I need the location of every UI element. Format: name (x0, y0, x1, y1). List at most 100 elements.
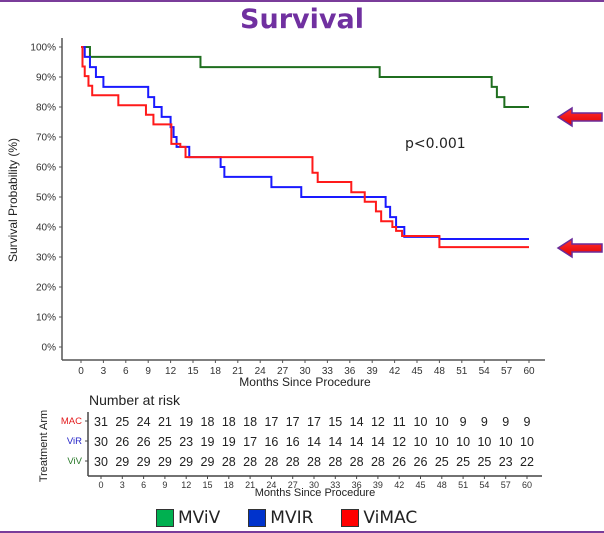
risk-cell: 18 (243, 415, 257, 429)
risk-cell: 31 (94, 415, 108, 429)
y-tick-label: 60% (36, 163, 56, 174)
risk-cell: 30 (94, 435, 108, 449)
legend-swatch-mviv (156, 509, 174, 527)
x-tick-label: 36 (344, 366, 356, 377)
risk-x-tick-label: 30 (309, 480, 319, 490)
risk-row-viv: ViV 30 29 29 29 29 29 28 28 28 28 28 28 28 28 26 26 25 25 2… (67, 455, 534, 469)
risk-cell: 10 (435, 415, 449, 429)
risk-x-tick-label: 48 (437, 480, 447, 490)
legend-label-mvir: MVIR (270, 508, 314, 528)
x-tick-label: 21 (232, 366, 244, 377)
x-tick-label: 42 (389, 366, 401, 377)
risk-x-tick-label: 15 (202, 480, 212, 490)
risk-cell: 16 (264, 435, 278, 449)
highlight-arrow (556, 237, 603, 259)
risk-cell: 10 (414, 415, 428, 429)
p-value-annotation: p<0.001 (405, 136, 466, 152)
risk-x-tick-label: 21 (245, 480, 255, 490)
risk-cell: 29 (137, 455, 151, 469)
risk-table-x-ticks: 0 3 6 9 12 15 18 21 24 27 30 33 36 39 42 45 48 51 54 57 60 (98, 476, 532, 490)
x-tick-label: 39 (367, 366, 379, 377)
risk-cell: 18 (201, 415, 215, 429)
risk-cell: 29 (158, 455, 172, 469)
risk-x-tick-label: 9 (162, 480, 167, 490)
risk-row-vir: ViR 30 26 26 25 23 19 19 17 16 16 14 14 14 14 12 10 10 10 1… (67, 435, 534, 449)
risk-cell: 14 (350, 415, 364, 429)
risk-x-tick-label: 12 (181, 480, 191, 490)
legend-label-mviv: MViV (178, 508, 221, 528)
risk-cell: 10 (414, 435, 428, 449)
x-tick-label: 48 (434, 366, 446, 377)
risk-cell: 17 (243, 435, 257, 449)
legend-item-mviv: MViV (156, 508, 220, 528)
risk-cell: 29 (115, 455, 129, 469)
x-tick-label: 57 (501, 366, 513, 377)
risk-cell: 17 (307, 415, 321, 429)
risk-cell: 10 (456, 435, 470, 449)
risk-x-tick-label: 3 (120, 480, 125, 490)
risk-cell: 10 (499, 435, 513, 449)
survival-curves (81, 46, 529, 249)
risk-cell: 24 (137, 415, 151, 429)
risk-cell: 14 (328, 435, 342, 449)
risk-cell: 28 (222, 455, 236, 469)
risk-cell: 29 (201, 455, 215, 469)
bottom-border (0, 531, 604, 533)
risk-cell: 9 (502, 415, 509, 429)
x-tick-label: 45 (411, 366, 423, 377)
risk-cell: 28 (328, 455, 342, 469)
risk-cell: 14 (371, 435, 385, 449)
risk-cell: 25 (158, 435, 172, 449)
y-tick-label: 30% (36, 253, 56, 264)
risk-cell: 30 (94, 455, 108, 469)
highlight-arrows (556, 106, 603, 259)
y-axis-label: Survival Probability (%) (6, 138, 20, 262)
y-tick-label: 80% (36, 103, 56, 114)
risk-cell: 17 (264, 415, 278, 429)
risk-cell: 21 (158, 415, 172, 429)
x-tick-label: 30 (299, 366, 311, 377)
y-tick-label: 70% (36, 133, 56, 144)
risk-table-title: Number at risk (89, 392, 181, 408)
x-axis-ticks: 0 3 6 9 12 15 18 21 24 27 30 33 36 39 42 45 48 51 54 57 60 (78, 360, 535, 377)
risk-cell: 9 (524, 415, 531, 429)
risk-cell: 26 (392, 455, 406, 469)
legend-swatch-vimac (341, 509, 360, 527)
x-tick-label: 60 (523, 366, 535, 377)
curve-vimac (81, 46, 529, 249)
risk-cell: 19 (201, 435, 215, 449)
x-tick-label: 6 (123, 366, 129, 377)
risk-cell: 23 (179, 435, 193, 449)
risk-cell: 18 (222, 415, 236, 429)
top-border (0, 0, 604, 2)
risk-x-tick-label: 18 (224, 480, 234, 490)
risk-row-mac: MAC 31 25 24 21 19 18 18 18 17 17 17 15 14 12 11 10 10 9 9 9… (61, 415, 531, 429)
x-tick-label: 12 (165, 366, 177, 377)
risk-cell: 14 (350, 435, 364, 449)
risk-row-label: ViR (67, 436, 82, 447)
risk-cell: 28 (243, 455, 257, 469)
risk-x-tick-label: 51 (458, 480, 468, 490)
y-tick-label: 50% (36, 193, 56, 204)
chart-title: Survival (240, 4, 364, 35)
risk-cell: 19 (179, 415, 193, 429)
x-axis-label: Months Since Procedure (239, 375, 371, 389)
legend-label-vimac: ViMAC (363, 508, 418, 528)
risk-cell: 28 (264, 455, 278, 469)
risk-cell: 9 (460, 415, 467, 429)
x-tick-label: 27 (277, 366, 289, 377)
x-tick-label: 18 (210, 366, 222, 377)
y-tick-label: 40% (36, 223, 56, 234)
risk-cell: 28 (286, 455, 300, 469)
risk-table-axes (87, 412, 542, 477)
risk-x-tick-label: 42 (394, 480, 404, 490)
risk-cell: 22 (520, 455, 534, 469)
x-tick-label: 24 (255, 366, 267, 377)
risk-table-x-label: Months Since Procedure (255, 487, 375, 499)
x-tick-label: 54 (479, 366, 491, 377)
risk-x-tick-label: 60 (522, 480, 532, 490)
legend-swatch-mvir (248, 509, 267, 527)
risk-cell: 17 (286, 415, 300, 429)
risk-cell: 25 (456, 455, 470, 469)
